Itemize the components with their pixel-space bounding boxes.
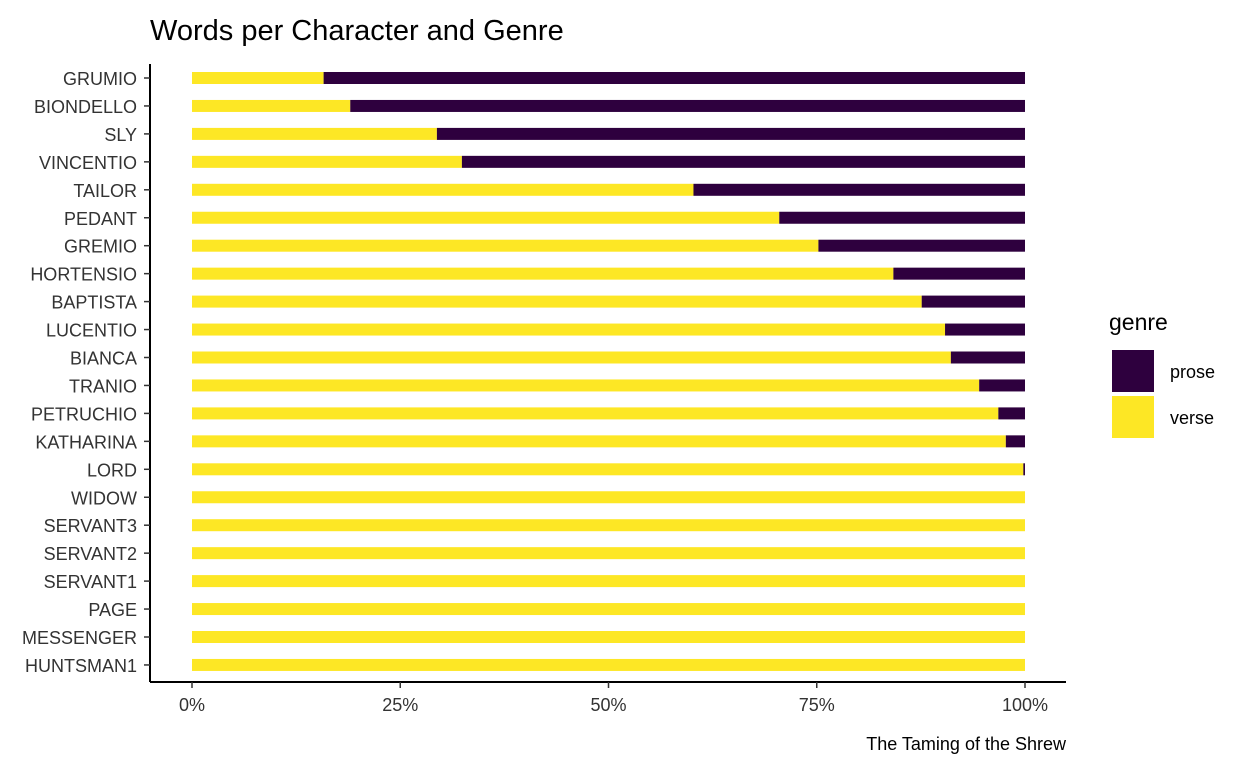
bar-prose-lucentio [945, 323, 1025, 336]
bar-verse-widow [192, 491, 1025, 504]
y-tick-label: SERVANT2 [44, 544, 137, 564]
y-tick-label: PAGE [88, 600, 137, 620]
bar-verse-servant1 [192, 575, 1025, 588]
bar-prose-hortensio [893, 267, 1025, 280]
y-tick-label: TAILOR [73, 181, 137, 201]
y-tick-label: HUNTSMAN1 [25, 656, 137, 676]
bar-prose-sly [436, 127, 1026, 140]
y-tick-label: WIDOW [71, 488, 137, 508]
bar-verse-lord [192, 463, 1024, 476]
bar-verse-hortensio [192, 267, 894, 280]
bar-prose-baptista [921, 295, 1025, 308]
y-tick-label: SLY [104, 125, 137, 145]
bar-prose-biondello [350, 99, 1025, 112]
bar-prose-katharina [1005, 435, 1025, 448]
x-tick-label: 75% [799, 695, 835, 715]
y-tick-label: BIANCA [70, 349, 137, 369]
bar-prose-grumio [323, 72, 1025, 84]
y-tick-label: LUCENTIO [46, 321, 137, 341]
chart-caption: The Taming of the Shrew [866, 734, 1067, 754]
bar-verse-biondello [192, 99, 351, 112]
bar-prose-pedant [779, 211, 1025, 224]
y-tick-label: PETRUCHIO [31, 404, 137, 424]
y-tick-label: PEDANT [64, 209, 137, 229]
y-tick-label: TRANIO [69, 376, 137, 396]
bar-prose-bianca [950, 351, 1025, 364]
bar-verse-page [192, 603, 1025, 616]
y-tick-label: BAPTISTA [51, 293, 137, 313]
legend: genre prose verse [1109, 309, 1215, 438]
bar-verse-tailor [192, 183, 694, 196]
x-tick-label: 0% [179, 695, 205, 715]
bar-verse-messenger [192, 631, 1025, 643]
y-tick-label: HORTENSIO [30, 265, 137, 285]
bar-verse-baptista [192, 295, 922, 308]
legend-label-verse: verse [1170, 408, 1214, 428]
bar-verse-sly [192, 127, 437, 140]
y-tick-label: MESSENGER [22, 628, 137, 648]
y-tick-label: SERVANT3 [44, 516, 137, 536]
bar-verse-tranio [192, 379, 980, 392]
bar-verse-petruchio [192, 407, 999, 420]
legend-key-prose [1112, 350, 1154, 392]
y-tick-label: GRUMIO [63, 69, 137, 89]
chart-title: Words per Character and Genre [150, 15, 564, 47]
bar-prose-lord [1023, 463, 1025, 476]
bar-prose-vincentio [461, 155, 1026, 168]
x-tick-label: 25% [382, 695, 418, 715]
bar-prose-petruchio [998, 407, 1025, 420]
x-axis: 0% 25% 50% 75% 100% [150, 681, 1066, 715]
bar-verse-servant3 [192, 519, 1025, 532]
bar-verse-katharina [192, 435, 1006, 448]
bar-verse-vincentio [192, 155, 462, 168]
y-tick-label: KATHARINA [35, 432, 137, 452]
y-tick-label: BIONDELLO [34, 97, 137, 117]
bar-verse-gremio [192, 239, 819, 252]
bar-prose-tranio [979, 379, 1025, 392]
bar-verse-grumio [192, 72, 324, 84]
plot-bars [192, 72, 1026, 671]
legend-label-prose: prose [1170, 362, 1215, 382]
x-tick-label: 50% [590, 695, 626, 715]
bar-prose-tailor [693, 183, 1025, 196]
y-axis: GRUMIO BIONDELLO SLY VINCENTIO TAILOR PEDANT G… [22, 64, 151, 682]
bar-prose-gremio [818, 239, 1025, 252]
bar-verse-pedant [192, 211, 780, 224]
bar-verse-bianca [192, 351, 951, 364]
y-tick-label: SERVANT1 [44, 572, 137, 592]
x-tick-label: 100% [1002, 695, 1048, 715]
bar-verse-lucentio [192, 323, 946, 336]
y-tick-label: LORD [87, 460, 137, 480]
y-tick-label: GREMIO [64, 237, 137, 257]
y-tick-label: VINCENTIO [39, 153, 137, 173]
legend-title: genre [1109, 309, 1168, 335]
bar-verse-servant2 [192, 547, 1025, 560]
bar-verse-huntsman1 [192, 658, 1025, 671]
legend-key-verse [1112, 396, 1154, 438]
